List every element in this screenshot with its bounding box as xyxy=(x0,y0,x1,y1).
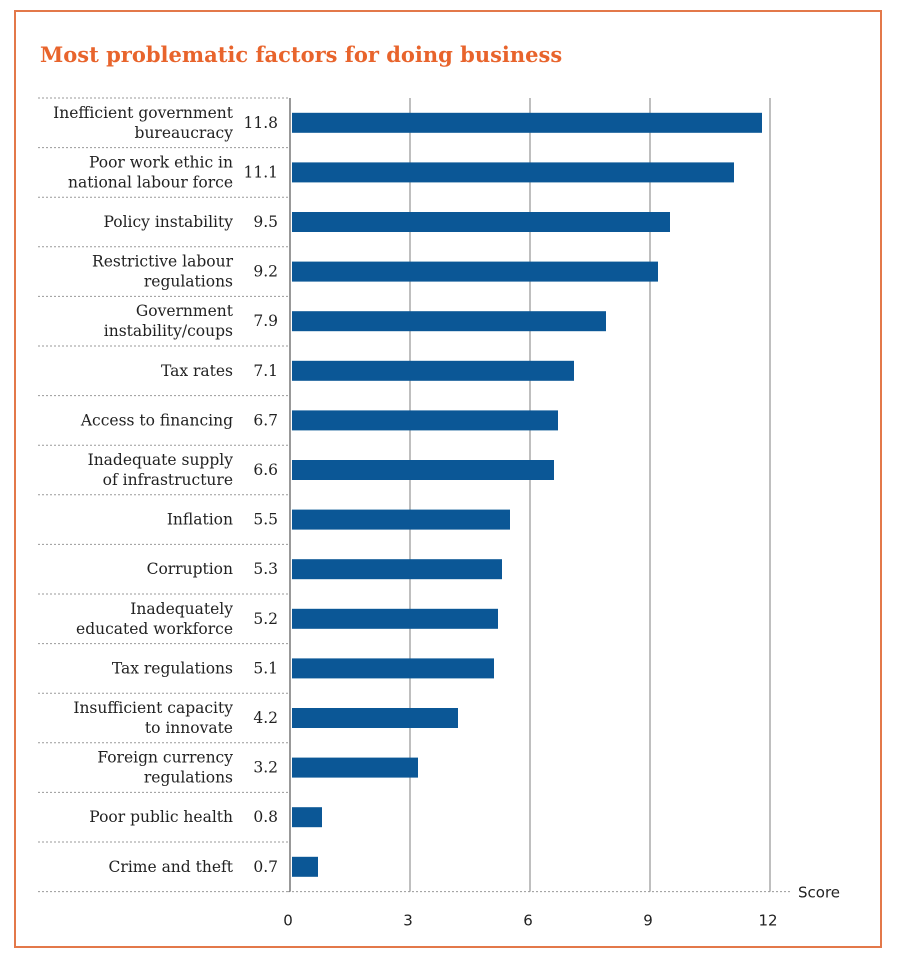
bar xyxy=(292,856,318,877)
category-label: Inadequate supply of infrastructure xyxy=(88,451,234,489)
bar xyxy=(292,311,606,332)
bar xyxy=(292,559,502,580)
category-label: Corruption xyxy=(147,560,233,578)
x-tick-label: 9 xyxy=(643,912,653,930)
bar xyxy=(292,460,554,480)
x-axis-label: Score xyxy=(798,884,840,902)
category-label-line: Foreign currency xyxy=(97,749,233,767)
x-tick-label: 6 xyxy=(523,912,533,930)
bar xyxy=(292,162,734,183)
category-label: Tax rates xyxy=(161,362,233,380)
value-label: 0.8 xyxy=(253,808,278,826)
value-label: 7.1 xyxy=(253,362,278,380)
bar xyxy=(292,708,458,728)
value-label: 3.2 xyxy=(253,759,278,777)
category-label-line: Insufficient capacity xyxy=(73,699,233,717)
category-label: Inflation xyxy=(167,511,233,529)
value-label: 7.9 xyxy=(253,312,278,330)
category-label-line: Inefficient government xyxy=(53,104,234,122)
category-label: Crime and theft xyxy=(109,858,234,876)
bar xyxy=(292,658,494,679)
value-label: 9.2 xyxy=(253,263,278,281)
bar xyxy=(292,608,498,629)
category-label: Insufficient capacity to innovate xyxy=(73,699,233,737)
x-tick-label: 12 xyxy=(758,912,777,930)
value-label: 9.5 xyxy=(253,213,278,231)
category-label: Tax regulations xyxy=(112,659,233,677)
bar xyxy=(292,212,670,232)
category-label: Foreign currency regulations xyxy=(97,749,233,787)
value-label: 4.2 xyxy=(253,709,278,727)
value-label: 5.1 xyxy=(253,659,278,677)
value-label: 11.1 xyxy=(243,163,278,181)
x-tick-label: 0 xyxy=(283,912,293,930)
category-label: Policy instability xyxy=(103,213,233,231)
category-label: Inefficient government bureaucracy xyxy=(53,104,234,142)
bar xyxy=(292,509,510,530)
bar xyxy=(292,360,574,381)
category-label: Inadequately educated workforce xyxy=(76,600,233,638)
value-label: 0.7 xyxy=(253,858,278,876)
bar xyxy=(292,757,418,778)
category-label-line: of infrastructure xyxy=(103,471,233,489)
category-label-line: Inadequate supply xyxy=(88,451,234,469)
value-label: 5.5 xyxy=(253,511,278,529)
value-label: 6.7 xyxy=(253,411,278,429)
category-label: Poor public health xyxy=(89,808,233,826)
category-label-line: Poor work ethic in xyxy=(89,153,233,171)
category-label-line: educated workforce xyxy=(76,620,233,638)
bar xyxy=(292,112,762,133)
bar xyxy=(292,807,322,828)
category-label-line: Restrictive labour xyxy=(92,253,234,271)
chart-title: Most problematic factors for doing busin… xyxy=(40,42,563,67)
category-label-line: regulations xyxy=(144,769,233,787)
category-label-line: instability/coups xyxy=(104,322,233,340)
x-tick-label: 3 xyxy=(403,912,413,930)
bar xyxy=(292,410,558,431)
category-label-line: Government xyxy=(136,302,234,320)
category-label: Access to financing xyxy=(80,411,233,429)
value-label: 6.6 xyxy=(253,461,278,479)
value-label: 5.3 xyxy=(253,560,278,578)
category-label: Restrictive labour regulations xyxy=(92,253,234,291)
category-label-line: to innovate xyxy=(145,719,233,737)
bar xyxy=(292,261,658,282)
value-label: 11.8 xyxy=(243,114,278,132)
value-label: 5.2 xyxy=(253,610,278,628)
category-label: Government instability/coups xyxy=(104,302,234,340)
category-label: Poor work ethic in national labour force xyxy=(68,153,233,191)
category-label-line: Inadequately xyxy=(130,600,233,618)
category-label-line: national labour force xyxy=(68,173,233,191)
category-label-line: regulations xyxy=(144,273,233,291)
category-label-line: bureaucracy xyxy=(135,124,234,142)
